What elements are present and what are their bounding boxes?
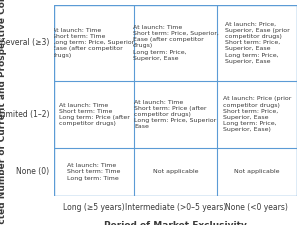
Text: Not applicable: Not applicable <box>153 169 198 174</box>
Text: None (<0 years): None (<0 years) <box>226 203 288 212</box>
Text: Limited (1–2): Limited (1–2) <box>0 110 49 119</box>
Text: At launch: Time
Short term: Time
Long term: Time: At launch: Time Short term: Time Long te… <box>68 163 121 180</box>
Text: Several (≥3): Several (≥3) <box>1 38 49 47</box>
Text: At launch: Time
Short term: Price, Superior,
Ease (after competitor
drugs)
Long : At launch: Time Short term: Price, Super… <box>133 25 218 61</box>
Text: Long (≥5 years): Long (≥5 years) <box>63 203 125 212</box>
Text: At launch: Time
Short term: Price (after
competitor drugs)
Long term: Price, Sup: At launch: Time Short term: Price (after… <box>134 100 217 129</box>
Text: Intermediate (>0–5 years): Intermediate (>0–5 years) <box>125 203 226 212</box>
Text: Not applicable: Not applicable <box>234 169 280 174</box>
Text: At launch: Price,
Superior, Ease (prior
competitor drugs)
Short term: Price,
Sup: At launch: Price, Superior, Ease (prior … <box>224 22 289 64</box>
Text: Period of Market Exclusivity: Period of Market Exclusivity <box>104 220 247 225</box>
Text: At launch: Time
Short term: Time
Long term: Price (after
competitor drugs): At launch: Time Short term: Time Long te… <box>59 103 130 126</box>
Text: At launch: Price (prior
competitor drugs)
Short term: Price,
Superior, Ease
Long: At launch: Price (prior competitor drugs… <box>223 97 291 133</box>
Text: Expected Number of Current and Prospective Competitors: Expected Number of Current and Prospecti… <box>0 0 8 225</box>
Text: At launch: Time
Short term: Time
Long term: Price, Superior,
Ease (after competi: At launch: Time Short term: Time Long te… <box>52 28 136 58</box>
Text: None (0): None (0) <box>16 167 49 176</box>
